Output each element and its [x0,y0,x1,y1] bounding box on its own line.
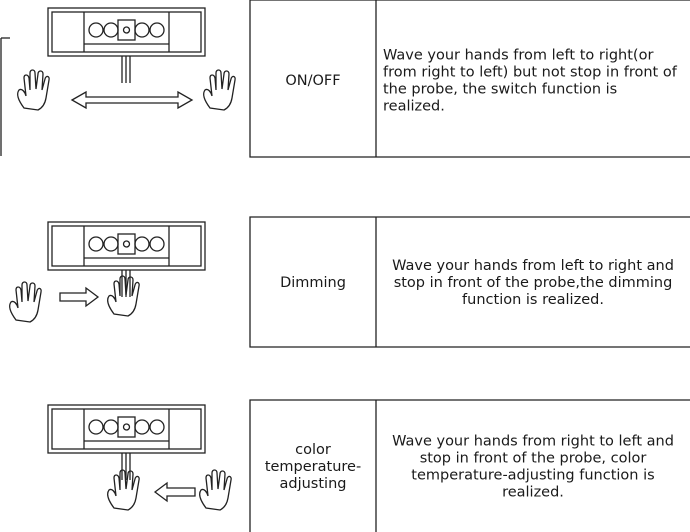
description: from right to left) but not stop in fron… [383,65,678,81]
description: realized. [502,485,564,501]
mode-label: color [295,442,331,458]
mode-label: adjusting [280,476,347,492]
arrow [70,90,194,110]
arrow [59,286,100,308]
hand [8,281,42,323]
description: stop in front of the probe, color [420,451,647,467]
description: realized. [383,99,445,115]
sensor [47,7,206,84]
description: function is realized. [462,292,604,308]
description: the probe, the switch function is [383,82,617,98]
arrow [153,481,196,503]
mode-label: ON/OFF [285,73,340,89]
mode-label: temperature- [265,459,361,475]
hand [202,69,236,111]
description: Wave your hands from left to right and [392,258,674,274]
hand [106,275,140,317]
hand [16,69,50,111]
hand [198,469,232,511]
description: Wave your hands from left to right(or [383,48,653,64]
sensor [47,404,206,481]
description: temperature-adjusting function is [411,468,654,484]
sensor [47,221,206,298]
description: stop in front of the probe,the dimming [394,275,673,291]
hand [106,469,140,511]
mode-label: Dimming [280,275,346,291]
description: Wave your hands from right to left and [392,434,674,450]
table-borders [249,0,690,532]
